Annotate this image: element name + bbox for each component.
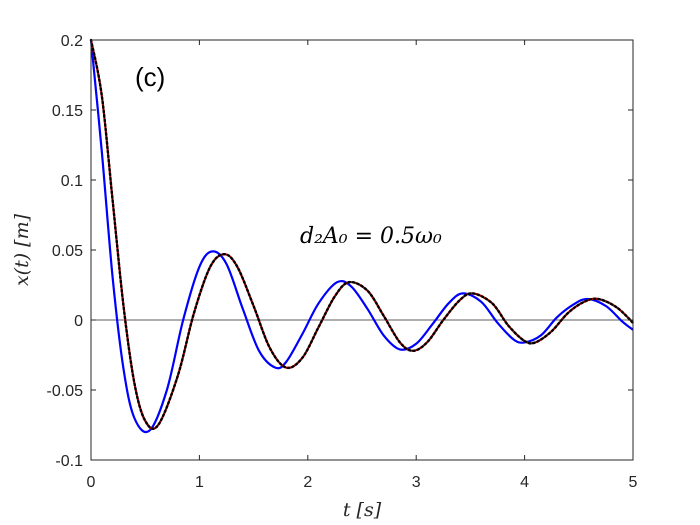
y-tick-label: 0.2 <box>61 33 83 50</box>
y-tick-label: 0 <box>74 313 83 330</box>
y-tick-label: 0.05 <box>52 243 83 260</box>
x-tick-label: 5 <box>629 474 638 491</box>
x-tick-label: 3 <box>412 474 421 491</box>
x-tick-label: 0 <box>87 474 96 491</box>
x-tick-label: 2 <box>303 474 312 491</box>
y-tick-label: 0.15 <box>52 103 83 120</box>
x-tick-label: 4 <box>520 474 529 491</box>
panel-label: (c) <box>135 62 165 92</box>
plot-area <box>91 40 633 460</box>
y-tick-label: -0.05 <box>47 383 84 400</box>
equation-annotation: d₂A₀ = 0.5ω₀ <box>300 224 442 249</box>
y-tick-label: 0.1 <box>61 173 83 190</box>
y-tick-label: -0.1 <box>55 453 83 470</box>
x-tick-label: 1 <box>195 474 204 491</box>
x-axis-label: t [s] <box>343 499 382 521</box>
series-line-1 <box>89 39 634 434</box>
series-line-3 <box>89 38 635 430</box>
y-axis-label: x(t) [m] <box>11 213 33 286</box>
